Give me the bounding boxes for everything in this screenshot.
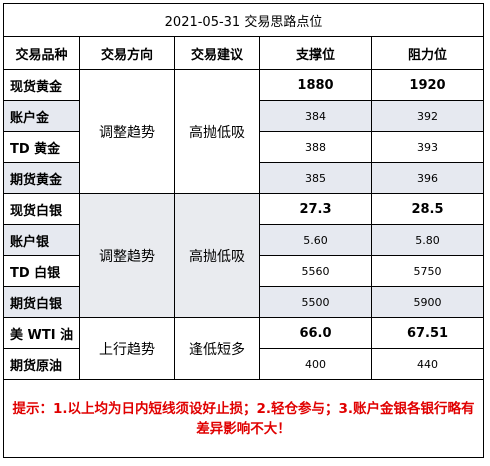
- table-row: 期货黄金 385 396: [3, 162, 485, 194]
- product-name: 现货白银: [3, 193, 80, 225]
- product-name: 期货黄金: [3, 162, 80, 194]
- trading-levels-table: 2021-05-31 交易思路点位 交易品种 交易方向 交易建议 支撑位 阻力位…: [2, 3, 485, 458]
- support-value: 1880: [259, 69, 372, 101]
- table-row: 账户银 5.60 5.80: [3, 224, 485, 256]
- product-name: 期货原油: [3, 348, 80, 380]
- resistance-value: 392: [370, 100, 485, 132]
- header-product: 交易品种: [3, 36, 80, 70]
- resistance-value: 5.80: [370, 224, 485, 256]
- support-value: 384: [259, 100, 372, 132]
- direction-cell: 调整趋势: [79, 193, 175, 318]
- resistance-value: 1920: [370, 69, 485, 101]
- product-name: 现货黄金: [3, 69, 80, 101]
- header-advice: 交易建议: [174, 36, 260, 70]
- advice-cell: 逢低短多: [174, 317, 260, 380]
- product-name: 期货白银: [3, 286, 80, 318]
- table-row: 美 WTI 油 上行趋势 逢低短多 66.0 67.51: [3, 317, 485, 380]
- support-value: 385: [259, 162, 372, 194]
- support-value: 5.60: [259, 224, 372, 256]
- table-row: 现货白银 调整趋势 高抛低吸 27.3 28.5: [3, 193, 485, 318]
- table-title: 2021-05-31 交易思路点位: [2, 3, 485, 37]
- product-name: TD 白银: [3, 255, 80, 287]
- support-value: 66.0: [259, 317, 372, 349]
- risk-note: 提示：1.以上均为日内短线须设好止损；2.轻仓参与；3.账户金银各银行略有差异影…: [2, 379, 485, 458]
- header-row: 交易品种 交易方向 交易建议 支撑位 阻力位: [3, 36, 485, 70]
- product-name: TD 黄金: [3, 131, 80, 163]
- resistance-value: 393: [370, 131, 485, 163]
- resistance-value: 67.51: [370, 317, 485, 349]
- header-resistance: 阻力位: [370, 36, 485, 70]
- product-name: 美 WTI 油: [3, 317, 80, 349]
- direction-cell: 调整趋势: [79, 69, 175, 194]
- table-row: 期货原油 400 440: [3, 348, 485, 380]
- table-row: TD 白银 5560 5750: [3, 255, 485, 287]
- table-row: 现货黄金 调整趋势 高抛低吸 1880 1920: [3, 69, 485, 194]
- support-value: 27.3: [259, 193, 372, 225]
- product-name: 账户金: [3, 100, 80, 132]
- advice-cell: 高抛低吸: [174, 69, 260, 194]
- direction-cell: 上行趋势: [79, 317, 175, 380]
- resistance-value: 28.5: [370, 193, 485, 225]
- support-value: 5500: [259, 286, 372, 318]
- product-name: 账户银: [3, 224, 80, 256]
- table-row: TD 黄金 388 393: [3, 131, 485, 163]
- header-support: 支撑位: [259, 36, 372, 70]
- resistance-value: 440: [370, 348, 485, 380]
- header-direction: 交易方向: [79, 36, 175, 70]
- support-value: 400: [259, 348, 372, 380]
- resistance-value: 5750: [370, 255, 485, 287]
- advice-cell: 高抛低吸: [174, 193, 260, 318]
- support-value: 5560: [259, 255, 372, 287]
- support-value: 388: [259, 131, 372, 163]
- resistance-value: 396: [370, 162, 485, 194]
- table-row: 账户金 384 392: [3, 100, 485, 132]
- resistance-value: 5900: [370, 286, 485, 318]
